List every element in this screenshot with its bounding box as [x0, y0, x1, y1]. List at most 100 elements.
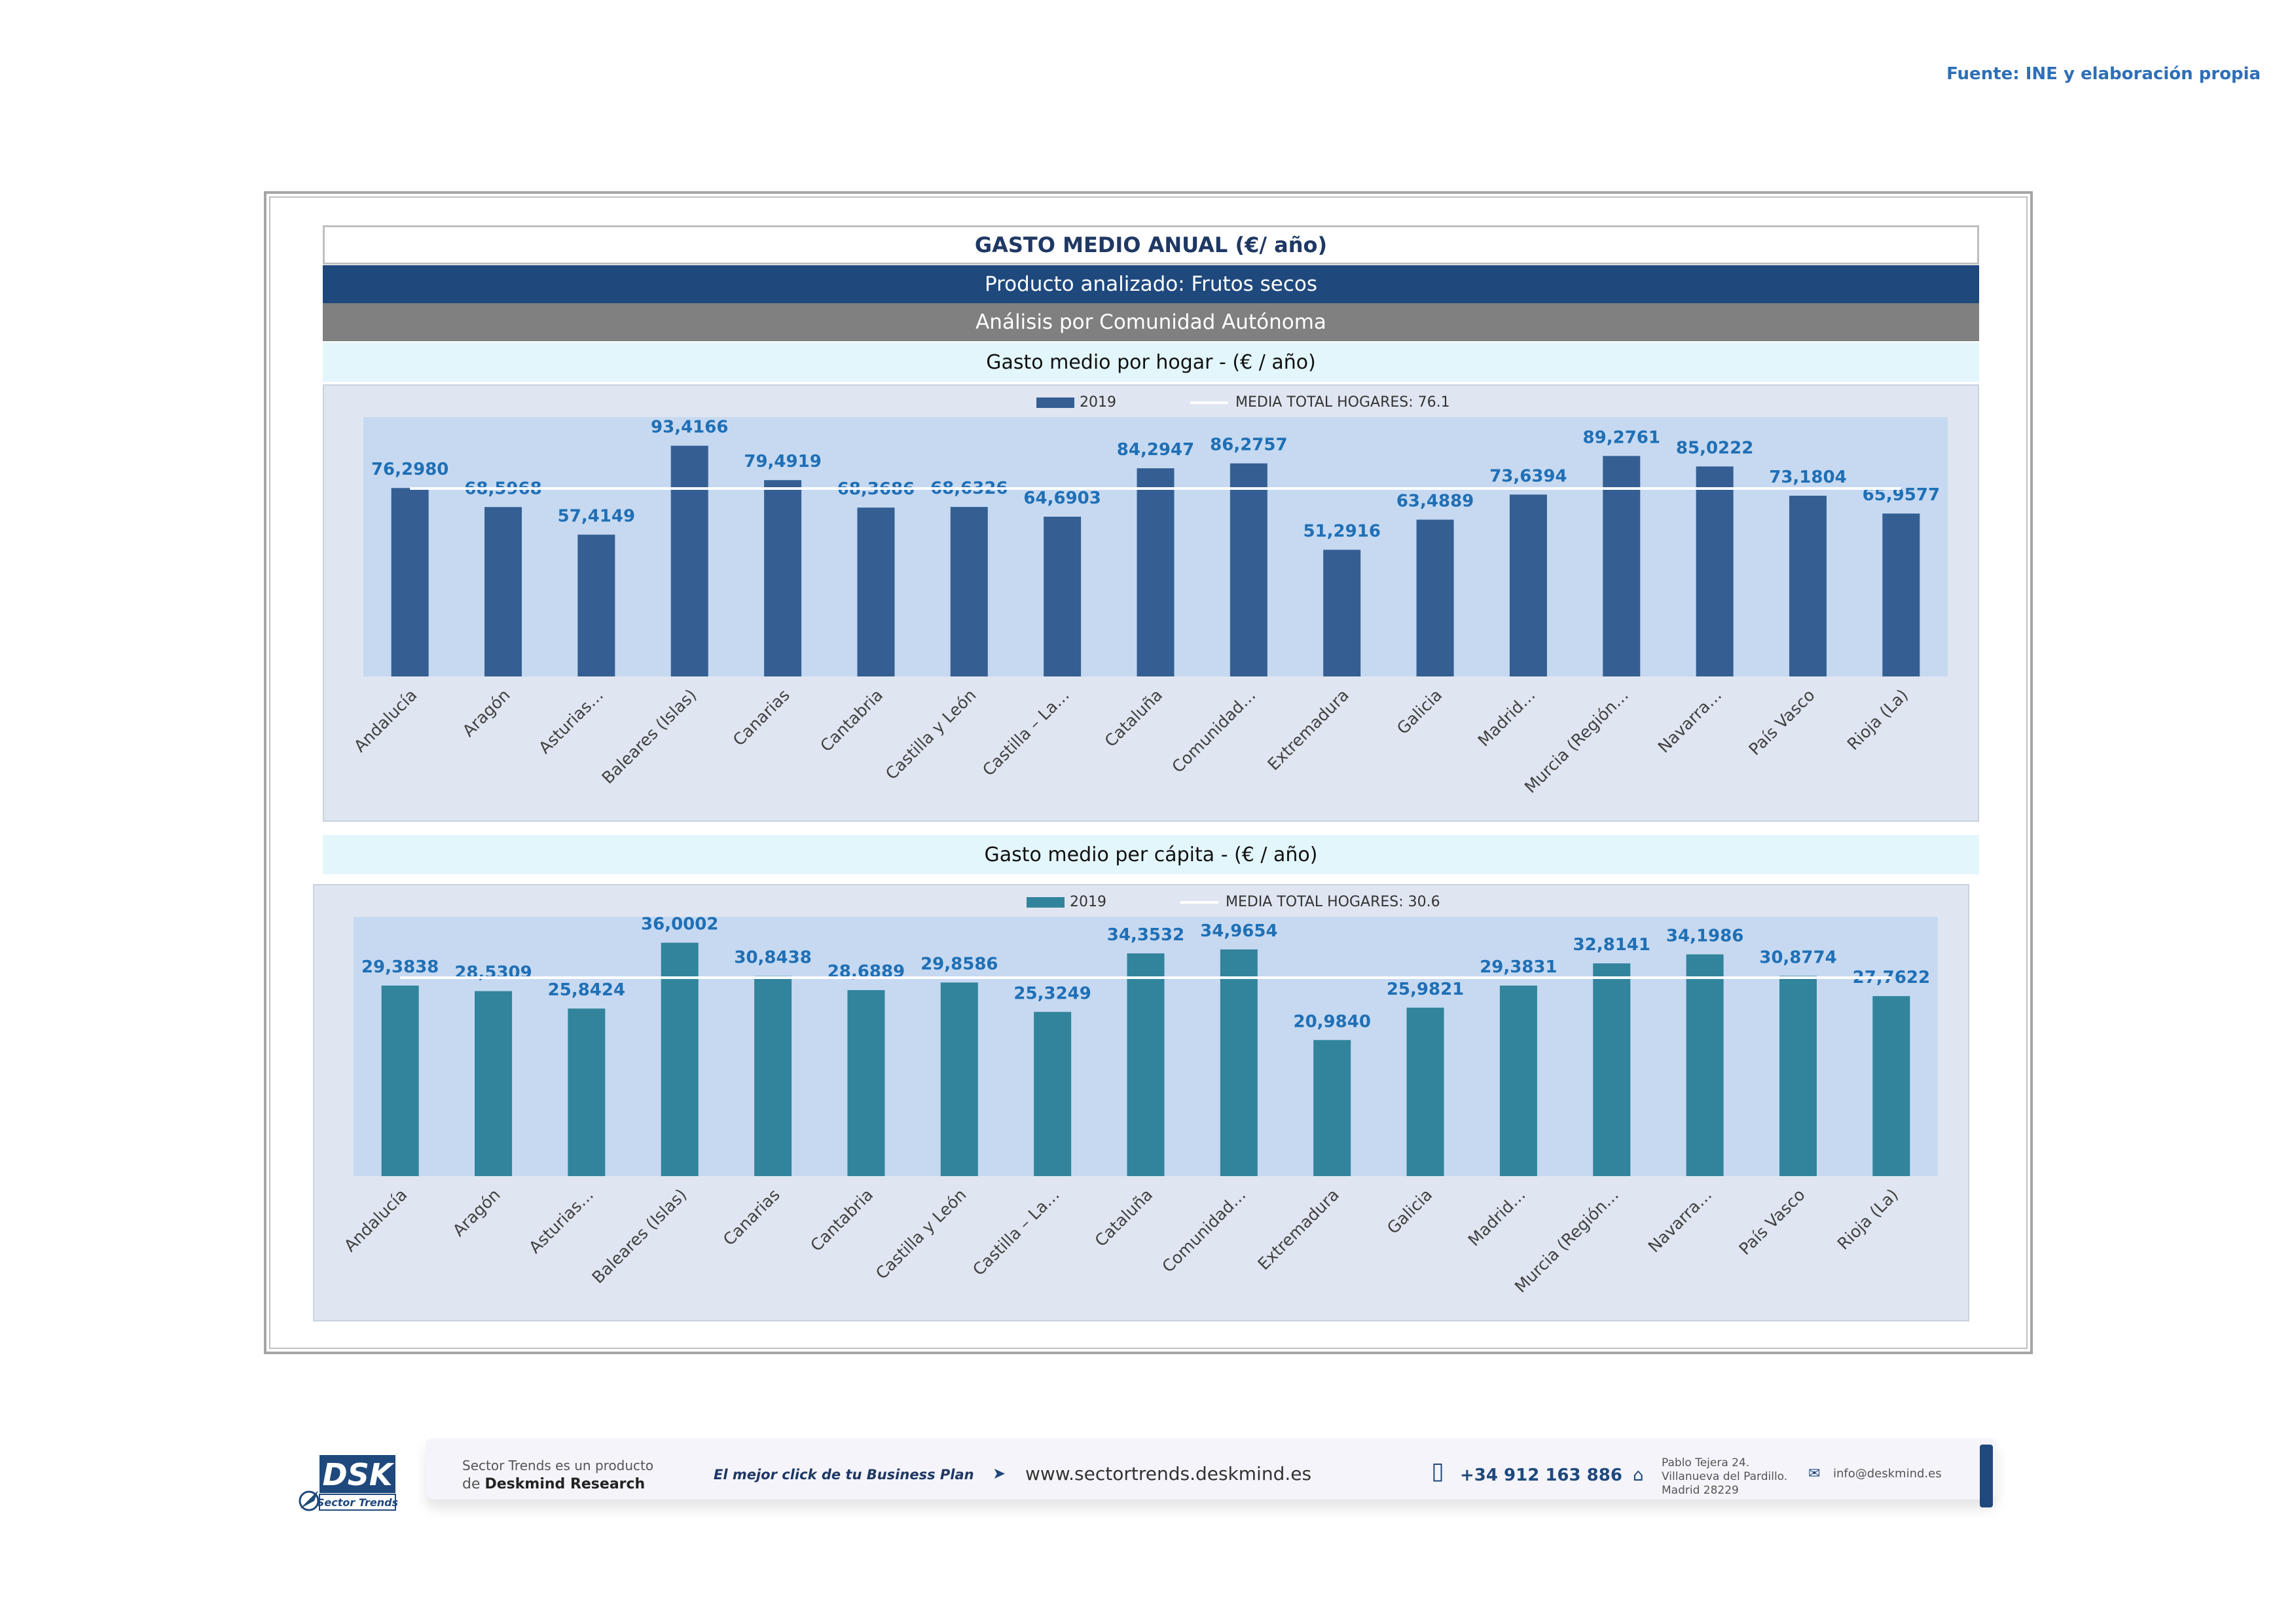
hogar-tick-label: Galicia: [1393, 686, 1446, 738]
dsk-logo-icon: DSK Sector Trends: [299, 1455, 398, 1511]
capita-data-label: 34,9654: [1200, 921, 1277, 941]
footer-bar: [426, 1438, 1997, 1500]
footer-product-line1: Sector Trends es un producto: [462, 1458, 654, 1473]
capita-tick-label: Castilla y León: [872, 1185, 970, 1283]
capita-tick-label: Comunidad…: [1158, 1185, 1249, 1276]
hogar-bar: [1044, 517, 1082, 676]
capita-bar: [1686, 954, 1724, 1176]
capita-bar: [1034, 1012, 1072, 1176]
capita-data-label: 20,9840: [1293, 1012, 1370, 1031]
hogar-bar: [577, 534, 615, 676]
capita-bar: [754, 976, 792, 1176]
phone-icon: ▯: [1431, 1458, 1444, 1485]
hogar-bar: [1230, 463, 1267, 676]
footer-address-line1: Pablo Tejera 24.: [1662, 1456, 1750, 1469]
capita-tick-label: Cataluña: [1091, 1185, 1157, 1251]
capita-data-label: 29,3831: [1480, 957, 1557, 977]
capita-bar: [940, 982, 978, 1176]
capita-data-label: 25,3249: [1013, 984, 1091, 1003]
footer-accent: [1980, 1445, 1993, 1507]
capita-tick-label: Cantabria: [807, 1185, 877, 1255]
footer-slogan: El mejor click de tu Business Plan: [714, 1467, 974, 1483]
capita-tick-label: Asturias…: [525, 1185, 597, 1257]
capita-tick-label: Andalucía: [340, 1185, 410, 1255]
hogar-tick-label: Navarra…: [1654, 686, 1726, 757]
capita-bar: [661, 942, 699, 1176]
capita-legend-mean-label: MEDIA TOTAL HOGARES: 30.6: [1226, 894, 1440, 910]
capita-bar: [847, 989, 885, 1176]
hogar-tick-label: Canarias: [729, 686, 793, 750]
capita-bar: [1779, 976, 1817, 1176]
capita-tick-label: Castilla – La…: [969, 1185, 1063, 1280]
capita-tick-label: Galicia: [1383, 1185, 1436, 1238]
hogar-tick-label: Extremadura: [1264, 686, 1353, 774]
hogar-data-label: 63,4889: [1396, 492, 1474, 511]
hogar-legend-swatch: [1036, 397, 1074, 408]
chart-title-hogar: Gasto medio por hogar - (€ / año): [323, 342, 1979, 382]
logo-text: DSK: [323, 1457, 395, 1492]
capita-data-label: 30,8438: [734, 948, 811, 968]
capita-legend-swatch: [1027, 897, 1065, 908]
capita-bar: [1127, 953, 1165, 1176]
hogar-bar: [391, 488, 429, 676]
hogar-bar: [1696, 466, 1734, 676]
footer-phone[interactable]: +34 912 163 886: [1460, 1466, 1622, 1485]
capita-data-label: 34,1986: [1666, 926, 1743, 946]
hogar-bar: [1603, 456, 1641, 676]
hogar-tick-label: Murcia (Región…: [1521, 686, 1632, 797]
hogar-bar: [1509, 494, 1547, 676]
hogar-tick-label: Castilla – La…: [979, 686, 1073, 780]
chart-capita: 2019 MEDIA TOTAL HOGARES: 30.6 29,3838 Anda…: [340, 894, 1938, 1297]
hogar-tick-label: Baleares (Islas): [598, 686, 701, 788]
hogar-tick-label: Asturias…: [535, 686, 607, 758]
capita-tick-label: Navarra…: [1645, 1185, 1716, 1257]
capita-data-label: 32,8141: [1573, 935, 1650, 955]
capita-data-label: 36,0002: [641, 915, 718, 934]
hogar-data-label: 85,0222: [1676, 438, 1753, 458]
capita-data-label: 30,8774: [1759, 948, 1836, 967]
home-icon: ⌂: [1633, 1466, 1644, 1485]
footer-email[interactable]: info@deskmind.es: [1833, 1467, 1942, 1481]
analysis-banner: Análisis por Comunidad Autónoma: [323, 303, 1979, 341]
hogar-bar: [670, 445, 708, 676]
source-note: Fuente: INE y elaboración propia: [1946, 64, 2261, 84]
capita-tick-label: Murcia (Región…: [1511, 1185, 1622, 1297]
dsk-logo: DSK Sector Trends: [295, 1454, 399, 1511]
product-banner: Producto analizado: Frutos secos: [323, 265, 1979, 303]
hogar-bar: [764, 480, 802, 676]
hogar-bar: [1789, 496, 1827, 676]
hogar-data-label: 84,2947: [1117, 440, 1194, 460]
capita-bar: [475, 991, 513, 1176]
capita-tick-label: Aragón: [449, 1185, 504, 1240]
footer-website-link[interactable]: www.sectortrends.deskmind.es: [1025, 1463, 1312, 1485]
hogar-bar: [1137, 468, 1175, 676]
capita-tick-label: Rioja (La): [1834, 1185, 1902, 1253]
hogar-bar: [1416, 519, 1454, 676]
hogar-tick-label: Rioja (La): [1844, 686, 1912, 754]
hogar-legend-mean-label: MEDIA TOTAL HOGARES: 76.1: [1235, 394, 1450, 411]
logo-sub: Sector Trends: [317, 1496, 398, 1509]
chart-hogar: 2019 MEDIA TOTAL HOGARES: 76.1 76,2980 Anda…: [350, 394, 1948, 797]
hogar-data-label: 64,6903: [1023, 489, 1101, 508]
footer-address-line2: Villanueva del Pardillo.: [1662, 1470, 1788, 1483]
chart-panel-capita: 2019 MEDIA TOTAL HOGARES: 30.6 29,3838 Anda…: [313, 884, 1969, 1321]
capita-data-label: 29,8586: [920, 954, 998, 974]
capita-data-label: 34,3532: [1107, 925, 1184, 945]
hogar-tick-label: País Vasco: [1745, 686, 1818, 759]
hogar-data-label: 57,4149: [558, 506, 635, 526]
hogar-data-label: 79,4919: [744, 452, 821, 471]
capita-bar: [1499, 986, 1537, 1176]
hogar-data-label: 86,2757: [1210, 435, 1287, 455]
capita-bar: [1313, 1040, 1351, 1176]
report-title: GASTO MEDIO ANUAL (€/ año): [323, 225, 1979, 265]
hogar-bar: [857, 507, 895, 676]
hogar-tick-label: Cataluña: [1101, 686, 1167, 751]
hogar-tick-label: Comunidad…: [1168, 686, 1259, 777]
hogar-data-label: 51,2916: [1303, 522, 1380, 542]
capita-data-label: 25,9821: [1387, 980, 1464, 999]
mail-icon: ✉: [1808, 1466, 1821, 1482]
capita-tick-label: Madrid…: [1465, 1185, 1529, 1250]
hogar-tick-label: Madrid…: [1474, 686, 1539, 750]
footer-website-arrow-icon: ➤: [993, 1464, 1006, 1483]
hogar-bar: [950, 507, 988, 676]
